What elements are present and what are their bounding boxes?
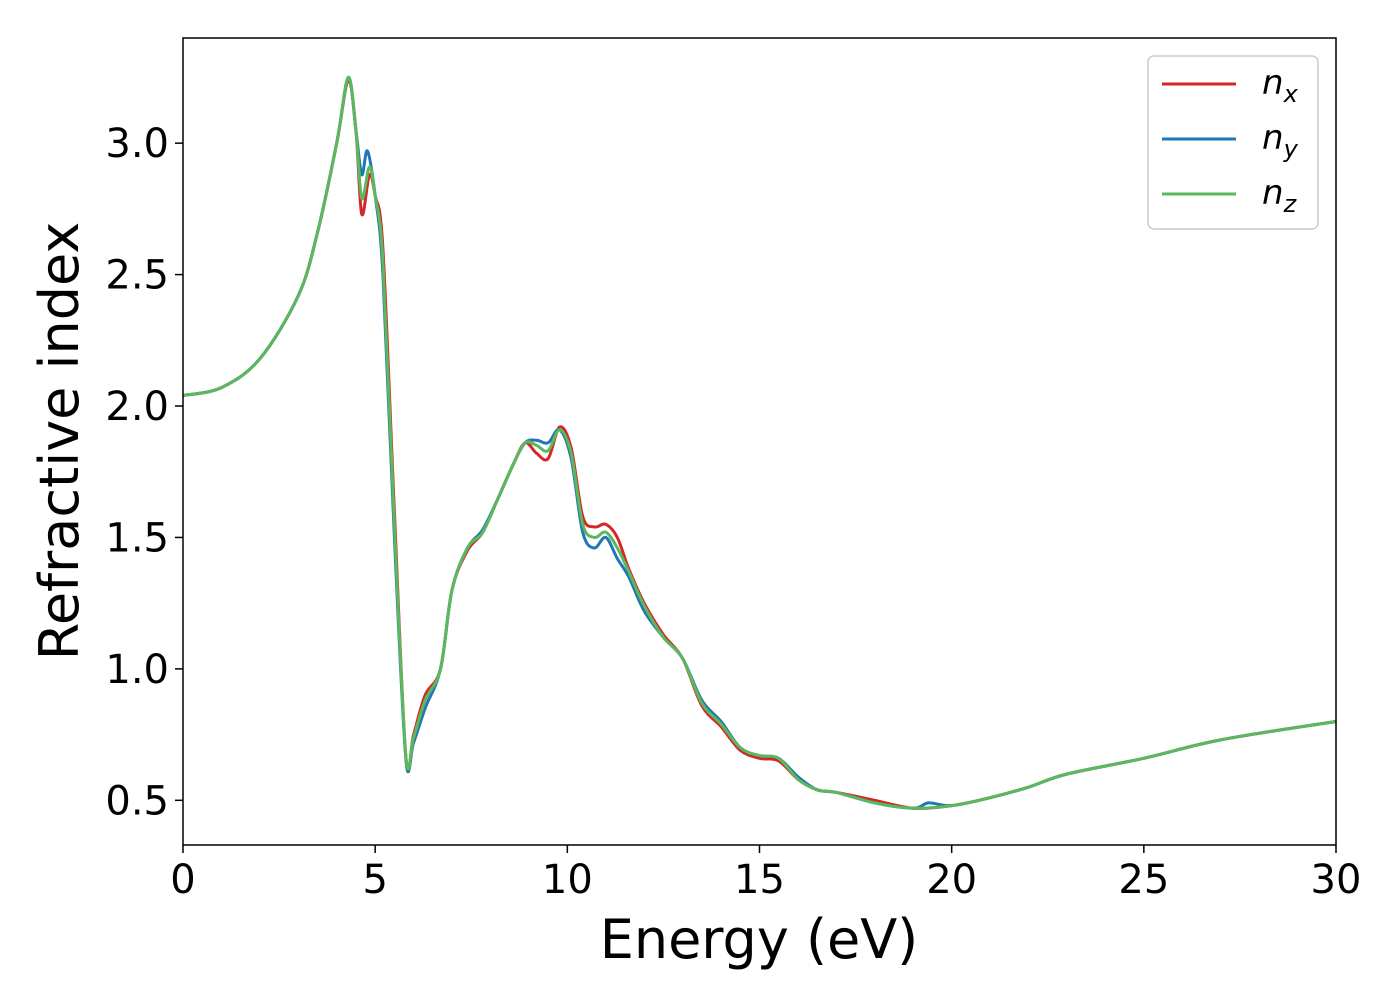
x-tick-label: 30 [1311,857,1362,903]
y-tick-label: 3.0 [105,121,169,167]
x-tick-label: 25 [1118,857,1169,903]
x-axis: 0 5 10 15 20 25 30 [170,845,1361,903]
x-tick-label: 15 [734,857,785,903]
x-tick-label: 20 [926,857,977,903]
y-tick-label: 2.0 [105,384,169,430]
y-tick-label: 1.0 [105,647,169,693]
legend-box [1147,55,1319,230]
x-tick-label: 10 [542,857,593,903]
x-tick-label: 0 [170,857,195,903]
y-axis-label: Refractive index [28,222,91,661]
y-tick-label: 2.5 [105,253,169,299]
plot-area [183,75,1336,810]
x-axis-label: Energy (eV) [600,908,919,971]
legend-label-y: ny [1262,118,1299,163]
x-tick-label: 5 [362,857,387,903]
y-tick-label: 1.5 [105,515,169,561]
y-axis: 0.5 1.0 1.5 2.0 2.5 3.0 [105,121,183,824]
legend-label-z: nz [1262,173,1298,218]
y-tick-label: 0.5 [105,778,169,824]
legend: nx ny nz [1147,55,1319,230]
legend-label-x: nx [1262,63,1299,108]
series-line-z [183,75,1336,810]
